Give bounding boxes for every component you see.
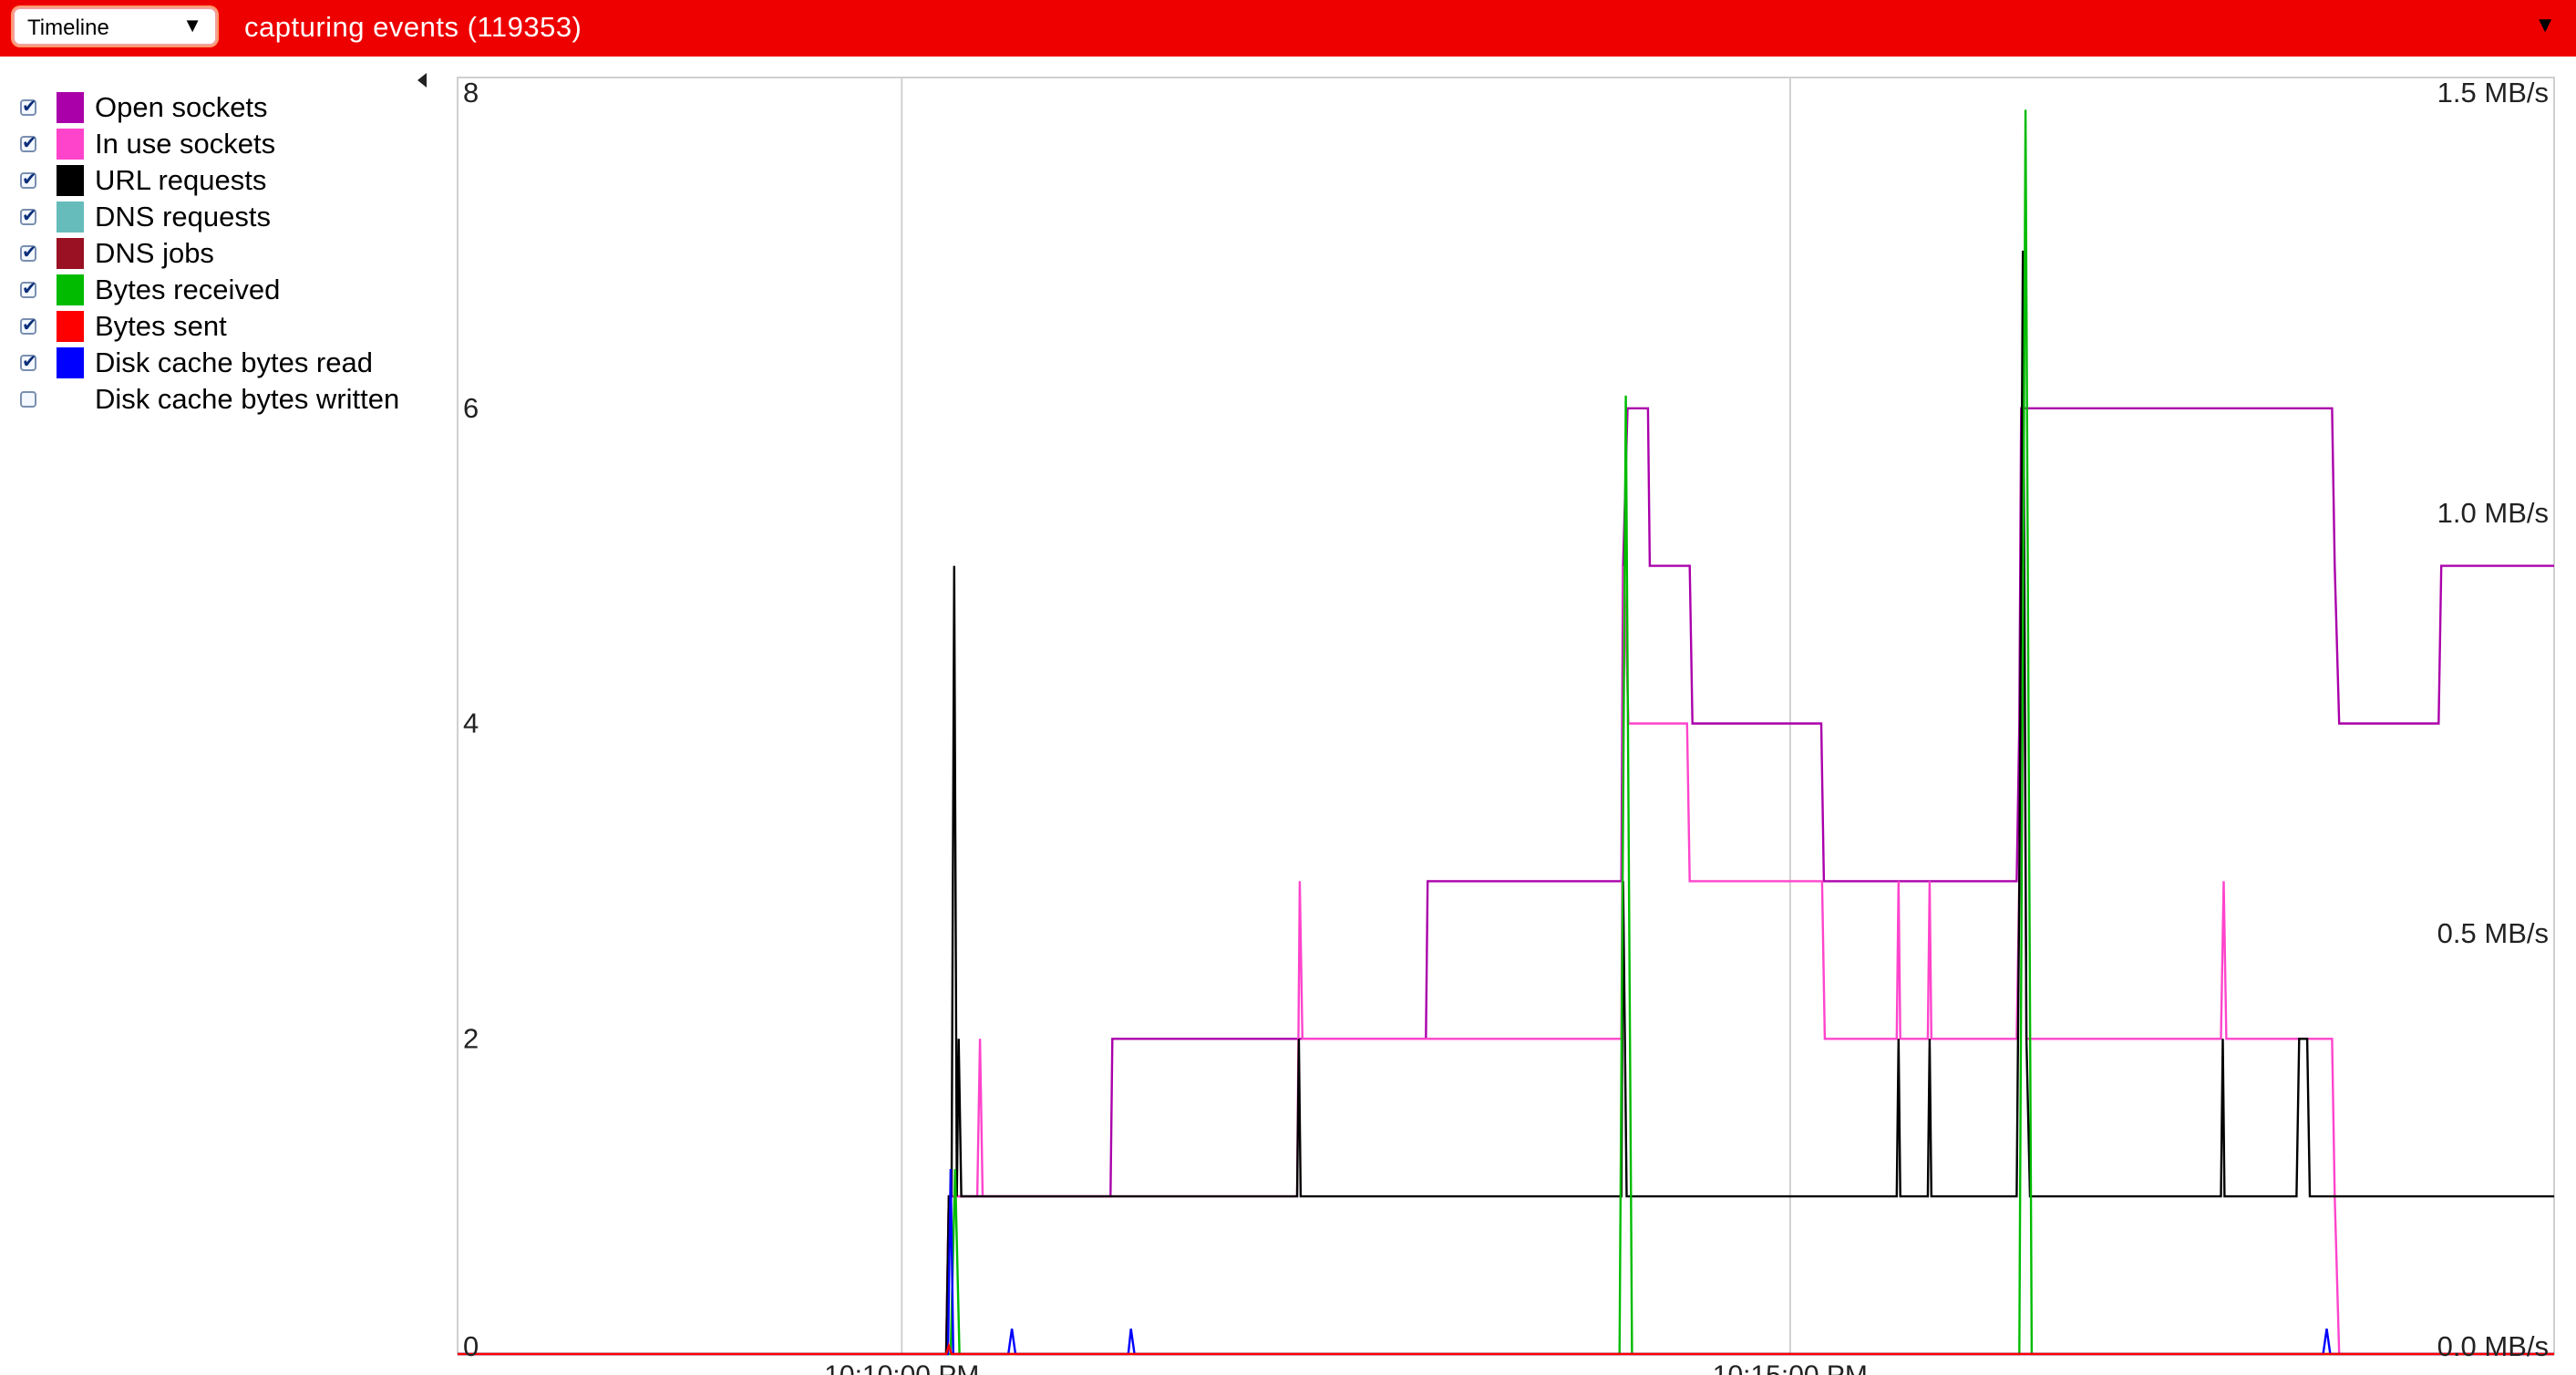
left-tick-label: 8 — [463, 77, 479, 109]
right-tick-label: 0.0 MB/s — [2437, 1330, 2549, 1362]
legend-color-swatch — [57, 238, 84, 269]
legend-label: Bytes received — [95, 274, 281, 305]
legend-item[interactable]: Disk cache bytes read — [16, 343, 445, 379]
view-selector-dropdown[interactable]: Timeline ▼ — [13, 7, 217, 46]
legend-checkbox[interactable] — [20, 277, 37, 299]
legend-color-swatch — [57, 311, 84, 342]
chevron-down-icon: ▼ — [182, 14, 202, 36]
series-line-disk-cache-bytes-read — [458, 1169, 2554, 1356]
legend-label: Bytes sent — [95, 310, 227, 342]
right-tick-label: 1.0 MB/s — [2437, 497, 2549, 529]
legend-checkbox[interactable] — [20, 95, 37, 117]
right-tick-label: 0.5 MB/s — [2437, 917, 2549, 949]
legend-panel: Open sockets In use sockets URL requests DN… — [16, 88, 445, 416]
legend-label: Disk cache bytes written — [95, 383, 400, 415]
collapse-legend-icon[interactable] — [417, 73, 427, 88]
top-toolbar: Timeline ▼ capturing events (119353) ▼ — [0, 0, 2576, 57]
series-line-in-use-sockets — [944, 408, 2554, 1356]
legend-checkbox[interactable] — [20, 204, 37, 226]
legend-checkbox[interactable] — [20, 350, 37, 372]
series-line-bytes-received — [458, 109, 2554, 1356]
left-tick-label: 4 — [463, 708, 479, 739]
left-tick-label: 6 — [463, 392, 479, 424]
legend-item[interactable]: URL requests — [16, 160, 445, 197]
legend-color-swatch — [57, 92, 84, 123]
legend-item[interactable]: Bytes sent — [16, 306, 445, 343]
series-line-open-sockets — [944, 407, 2554, 1355]
right-axis: 0.0 MB/s 0.5 MB/s 1.0 MB/s 1.5 MB/s — [2437, 77, 2549, 1362]
legend-checkbox[interactable] — [20, 168, 37, 190]
series-layer — [458, 109, 2554, 1356]
time-axis: 10:10:00 PM 10:15:00 PM — [824, 1360, 1868, 1375]
dropdown-menu-icon[interactable]: ▼ — [2534, 13, 2556, 37]
legend-item[interactable]: DNS requests — [16, 197, 445, 233]
plot-area — [457, 77, 2555, 1355]
legend-label: Disk cache bytes read — [95, 346, 373, 378]
right-tick-label: 1.5 MB/s — [2437, 77, 2549, 109]
left-tick-label: 0 — [463, 1330, 479, 1362]
legend-color-swatch — [57, 129, 84, 160]
legend-label: DNS requests — [95, 201, 271, 233]
capture-status-text: capturing events (119353) — [244, 11, 582, 43]
grid-lines — [901, 78, 1791, 1354]
legend-color-swatch — [57, 347, 84, 378]
series-line-url-requests — [944, 250, 2554, 1355]
legend-item[interactable]: DNS jobs — [16, 233, 445, 270]
legend-checkbox[interactable] — [20, 314, 37, 336]
legend-checkbox[interactable] — [20, 131, 37, 153]
view-selector-value: Timeline — [27, 16, 109, 40]
legend-checkbox[interactable] — [20, 241, 37, 263]
legend-item[interactable]: Disk cache bytes written — [16, 379, 445, 416]
legend-checkbox[interactable] — [20, 391, 36, 408]
legend-item[interactable]: Open sockets — [16, 88, 445, 124]
legend-label: Open sockets — [95, 91, 268, 123]
legend-color-swatch — [57, 202, 84, 233]
legend-item[interactable]: Bytes received — [16, 270, 445, 306]
legend-label: In use sockets — [95, 128, 276, 160]
legend-item[interactable]: In use sockets — [16, 124, 445, 160]
series-line-bytes-sent — [458, 1341, 2554, 1356]
legend-label: URL requests — [95, 164, 267, 196]
legend-color-swatch — [57, 274, 84, 305]
time-tick-label: 10:15:00 PM — [1713, 1360, 1868, 1375]
legend-label: DNS jobs — [95, 237, 214, 269]
legend-color-swatch — [57, 165, 84, 196]
left-axis: 0 2 4 6 8 — [463, 77, 479, 1362]
left-tick-label: 2 — [463, 1022, 479, 1054]
time-tick-label: 10:10:00 PM — [824, 1360, 979, 1375]
